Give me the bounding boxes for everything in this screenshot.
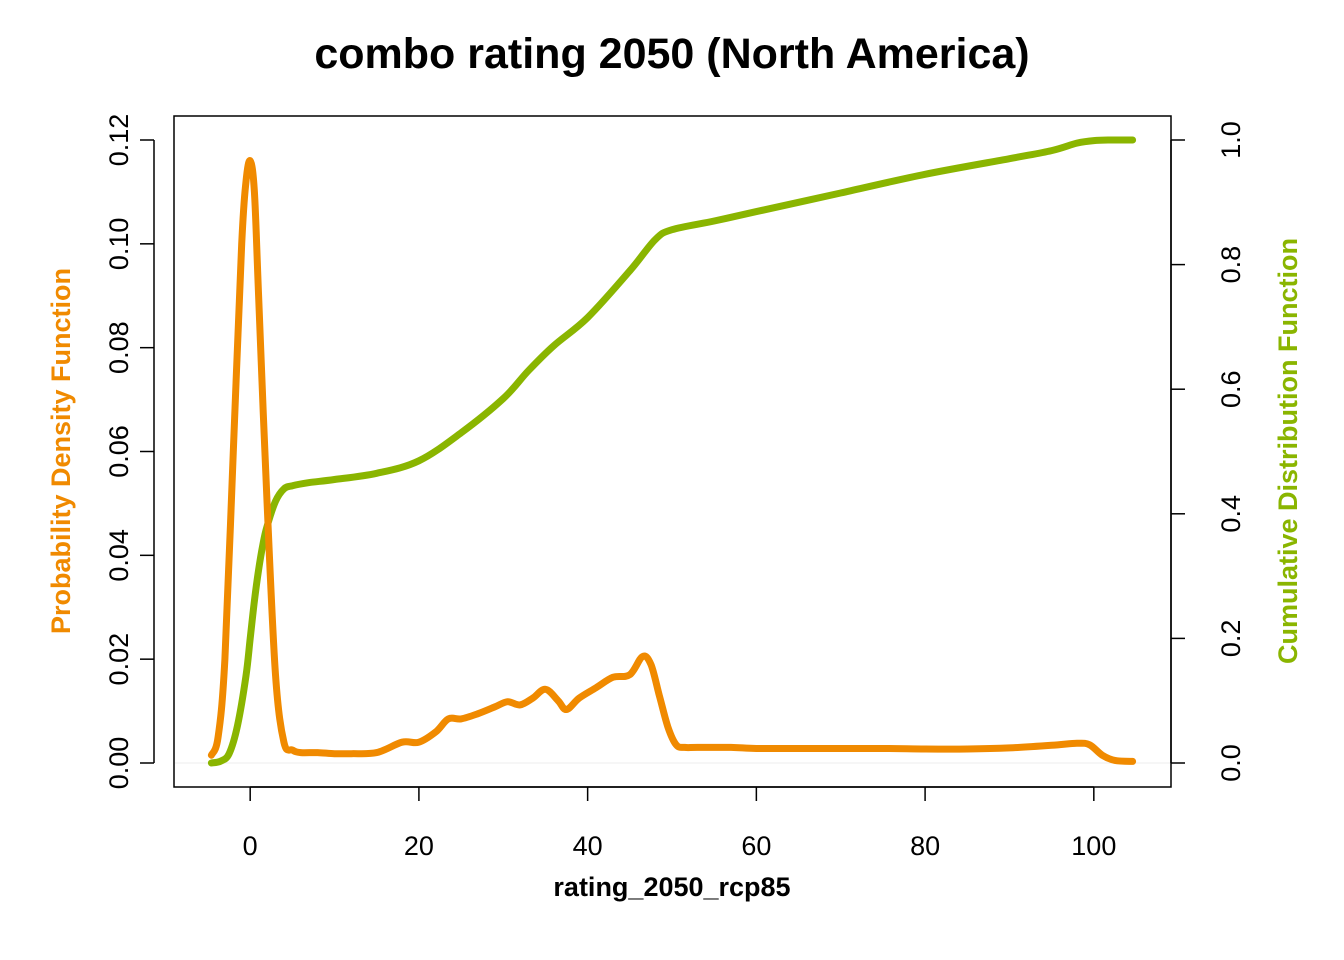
x-tick-label: 40 [573,831,603,861]
y-left-tick-label: 0.06 [104,425,134,478]
x-axis-label: rating_2050_rcp85 [553,872,790,902]
y-left-tick-label: 0.00 [104,737,134,790]
cdf-line [207,136,1137,767]
chart-title: combo rating 2050 (North America) [314,30,1029,78]
y-left-tick-label: 0.08 [104,321,134,374]
x-tick-label: 80 [910,831,940,861]
y-axis-left-label: Probability Density Function [46,268,76,634]
y-right-tick-label: 0.0 [1216,744,1246,782]
y-left-tick-label: 0.12 [104,114,134,167]
y-axis-right-label: Cumulative Distribution Function [1273,238,1303,664]
x-tick-label: 100 [1071,831,1116,861]
y-right-tick-label: 0.2 [1216,620,1246,658]
x-tick-label: 60 [741,831,771,861]
x-tick-label: 0 [243,831,258,861]
pdf-line [207,157,1137,765]
y-axis-left: 0.00 0.02 0.04 0.06 0.08 0.10 0.12 [104,114,155,790]
y-left-tick-label: 0.10 [104,218,134,271]
y-right-tick-label: 0.4 [1216,495,1246,533]
x-axis: 0 20 40 60 80 100 [243,786,1116,861]
series-layer [175,136,1170,767]
x-tick-label: 20 [404,831,434,861]
y-left-tick-label: 0.04 [104,529,134,582]
plot-frame [173,115,1172,788]
y-axis-right: 0.0 0.2 0.4 0.6 0.8 1.0 [1170,121,1246,782]
y-right-tick-label: 1.0 [1216,121,1246,159]
y-left-tick-label: 0.02 [104,633,134,686]
y-right-tick-label: 0.8 [1216,246,1246,284]
y-right-tick-label: 0.6 [1216,370,1246,408]
